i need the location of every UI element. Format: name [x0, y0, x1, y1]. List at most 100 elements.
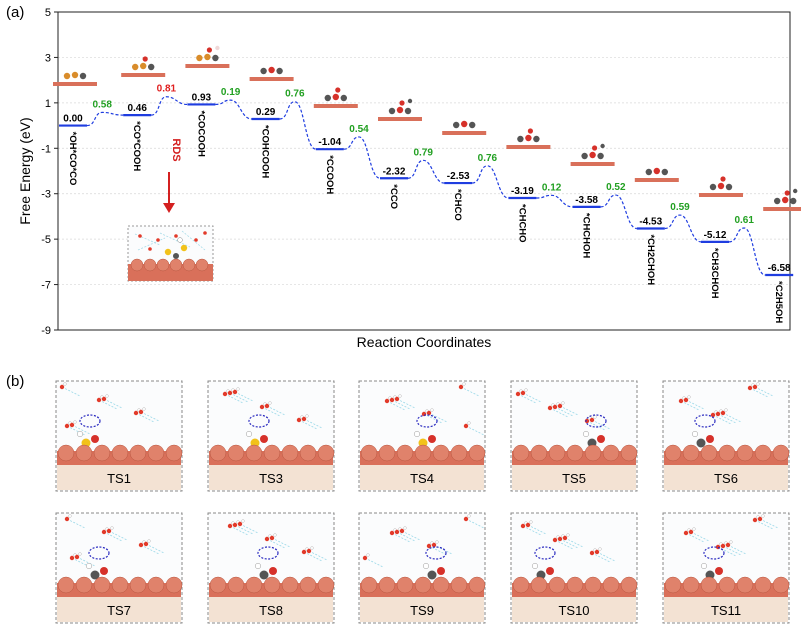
water-hydrogen [310, 546, 314, 550]
plot-frame [57, 11, 791, 331]
copper-atom [530, 444, 548, 462]
adsorbate-atom [399, 100, 405, 106]
ts-atom [422, 562, 430, 570]
adsorbate-atom [461, 120, 468, 128]
ts-label-strip [57, 465, 181, 490]
transition-state-grid: TS1 TS3 TS4 TS5 TS6 TS7 TS8 TS9 TS10 TS11 [55, 380, 790, 624]
water-oxygen [389, 530, 395, 536]
species-label: *CHCHOH [581, 213, 592, 259]
reaction-path-segment [279, 101, 317, 150]
adsorbate-atom [140, 62, 147, 70]
copper-slab [442, 131, 487, 135]
reaction-site-highlight [425, 546, 447, 560]
ts-label: TS8 [259, 603, 283, 618]
water-hydrogen [241, 519, 245, 523]
water-oxygen [752, 517, 758, 523]
ts-label-strip [512, 465, 636, 490]
adsorbate-atom [790, 197, 797, 205]
reaction-site-highlight [703, 546, 725, 560]
water-oxygen [678, 398, 684, 404]
ts-cell: TS11 [662, 512, 790, 624]
copper-atom [165, 576, 183, 594]
copper-slab [378, 117, 422, 121]
copper-atom [584, 576, 602, 594]
energy-value: -4.53 [639, 216, 662, 227]
ts-cell: TS6 [662, 380, 790, 492]
water-oxygen [710, 412, 716, 418]
water-hydrogen [687, 395, 691, 399]
reaction-path-segment [536, 194, 573, 208]
adsorbate-atom [204, 53, 211, 61]
water-oxygen [683, 397, 689, 403]
ts-cell: TS8 [207, 512, 335, 624]
ts-label-strip [209, 465, 333, 490]
copper-slab [185, 64, 230, 68]
copper-atom [93, 576, 111, 594]
copper-atom [129, 576, 147, 594]
water-oxygen [384, 398, 390, 404]
copper-atom [736, 444, 754, 462]
barrier-value: 0.79 [413, 147, 433, 158]
ts-label-strip [664, 465, 788, 490]
adsorbate-atom [79, 72, 87, 80]
adsorbate-atom [132, 63, 139, 71]
water-oxygen [399, 528, 405, 534]
copper-atom [75, 576, 93, 594]
copper-atom [281, 444, 299, 462]
ts-atom [715, 567, 723, 575]
barrier-value: 0.58 [92, 99, 112, 110]
water-oxygen [589, 550, 595, 556]
ts-atom [597, 435, 605, 443]
water-oxygen [74, 554, 80, 560]
adsorbate-atom [276, 67, 283, 75]
adsorbate-atom [793, 188, 798, 194]
water-oxygen [237, 521, 243, 527]
barrier-value: 0.12 [542, 182, 562, 193]
energy-value: 0.93 [192, 92, 212, 103]
copper-atom [736, 576, 754, 594]
water-oxygen [264, 403, 270, 409]
adsorbate-atom [725, 183, 733, 191]
adsorbate-atom [212, 54, 219, 62]
copper-atom [57, 576, 75, 594]
copper-atom [245, 444, 263, 462]
water-oxygen [69, 422, 75, 428]
y-tick-label: -5 [41, 234, 51, 246]
ts-label-strip [360, 465, 484, 490]
water-oxygen [227, 523, 233, 529]
energy-value: -6.58 [768, 263, 791, 274]
water-oxygen [725, 542, 731, 548]
species-label: *COCOOH [195, 110, 206, 157]
energy-value: -1.04 [318, 137, 341, 148]
copper-atom [209, 444, 227, 462]
water-hydrogen [756, 382, 760, 386]
adsorbate-atom [525, 134, 532, 142]
water-oxygen [426, 410, 432, 416]
ts-atom [245, 430, 253, 438]
reaction-path-segment [343, 136, 381, 179]
water-oxygen [463, 516, 469, 522]
copper-atom [263, 444, 281, 462]
adsorbate-atom [517, 135, 524, 143]
reaction-site-highlight [88, 546, 110, 560]
copper-atom [263, 576, 281, 594]
water-oxygen [296, 417, 302, 423]
water-oxygen [458, 384, 464, 390]
rds-transition-state-inset [127, 225, 214, 282]
copper-slab [699, 193, 743, 197]
reaction-path: 0.58 0.81 0.19 0.76 0.54 0.79 0.76 0.12 0.52 0.59… [86, 84, 766, 276]
adsorbate-atom [720, 176, 726, 182]
water-hydrogen [561, 401, 565, 405]
water-hydrogen [524, 388, 528, 392]
copper-atom [548, 576, 566, 594]
ts-label: TS10 [558, 603, 589, 618]
copper-atom [75, 444, 93, 462]
copper-atom [209, 576, 227, 594]
copper-slab [121, 73, 166, 77]
adsorbate-atom [709, 183, 717, 191]
ts-atom [259, 570, 269, 580]
water-hydrogen [78, 552, 82, 556]
rds-arrow-head [163, 203, 175, 213]
ts-atom [91, 435, 99, 443]
rds-label: RDS [170, 138, 182, 161]
